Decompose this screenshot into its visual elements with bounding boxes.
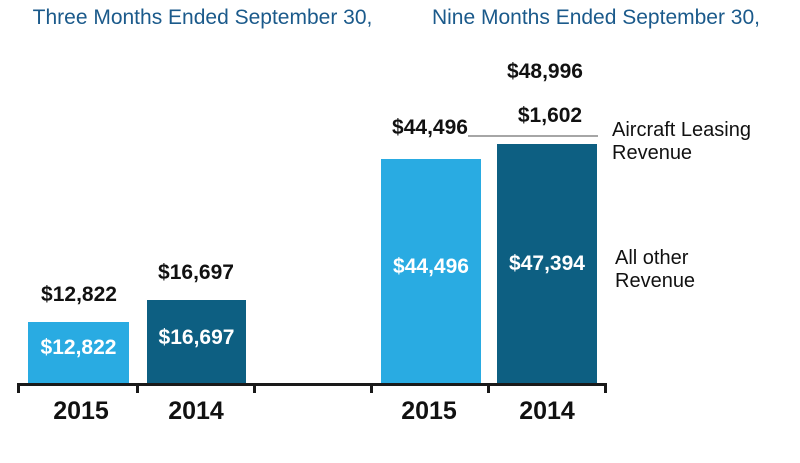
bar-inside-label-3mo-2015: $12,822	[40, 336, 117, 359]
legend-aircraft-leasing-revenue: Aircraft Leasing Revenue	[612, 119, 751, 164]
total-label-3mo-2014: $16,697	[158, 261, 234, 284]
group-title-nine-months: Nine Months Ended September 30,	[431, 6, 761, 29]
year-label-3mo-2015: 2015	[53, 397, 109, 425]
total-label-9mo-2015: $44,496	[392, 116, 468, 139]
bar-inside-label-9mo-2015: $44,496	[393, 255, 469, 278]
year-label-3mo-2014: 2014	[168, 397, 224, 425]
total-label-9mo-2014: $48,996	[507, 60, 583, 83]
year-label-9mo-2014: 2014	[519, 397, 575, 425]
axis-tick	[487, 383, 490, 393]
axis-tick	[136, 383, 139, 393]
axis-tick	[17, 383, 20, 393]
legend-all-other-revenue: All other Revenue	[615, 247, 696, 292]
axis-tick	[604, 383, 607, 393]
axis-tick	[253, 383, 256, 393]
axis-tick	[370, 383, 373, 393]
aircraft-leasing-segment-line	[468, 135, 598, 137]
bar-9mo-2015: $44,496	[381, 159, 481, 383]
year-label-9mo-2015: 2015	[401, 397, 457, 425]
total-label-3mo-2015: $12,822	[41, 283, 117, 306]
bar-3mo-2015: $12,822	[28, 322, 129, 383]
bar-inside-label-3mo-2014: $16,697	[158, 326, 235, 349]
aircraft-leasing-segment-label: $1,602	[517, 104, 583, 127]
x-axis-line	[17, 383, 607, 386]
bar-inside-label-9mo-2014: $47,394	[509, 252, 585, 275]
group-title-three-months: Three Months Ended September 30,	[32, 6, 373, 29]
bar-9mo-2014: $47,394	[497, 144, 597, 383]
bar-3mo-2014: $16,697	[147, 300, 246, 383]
